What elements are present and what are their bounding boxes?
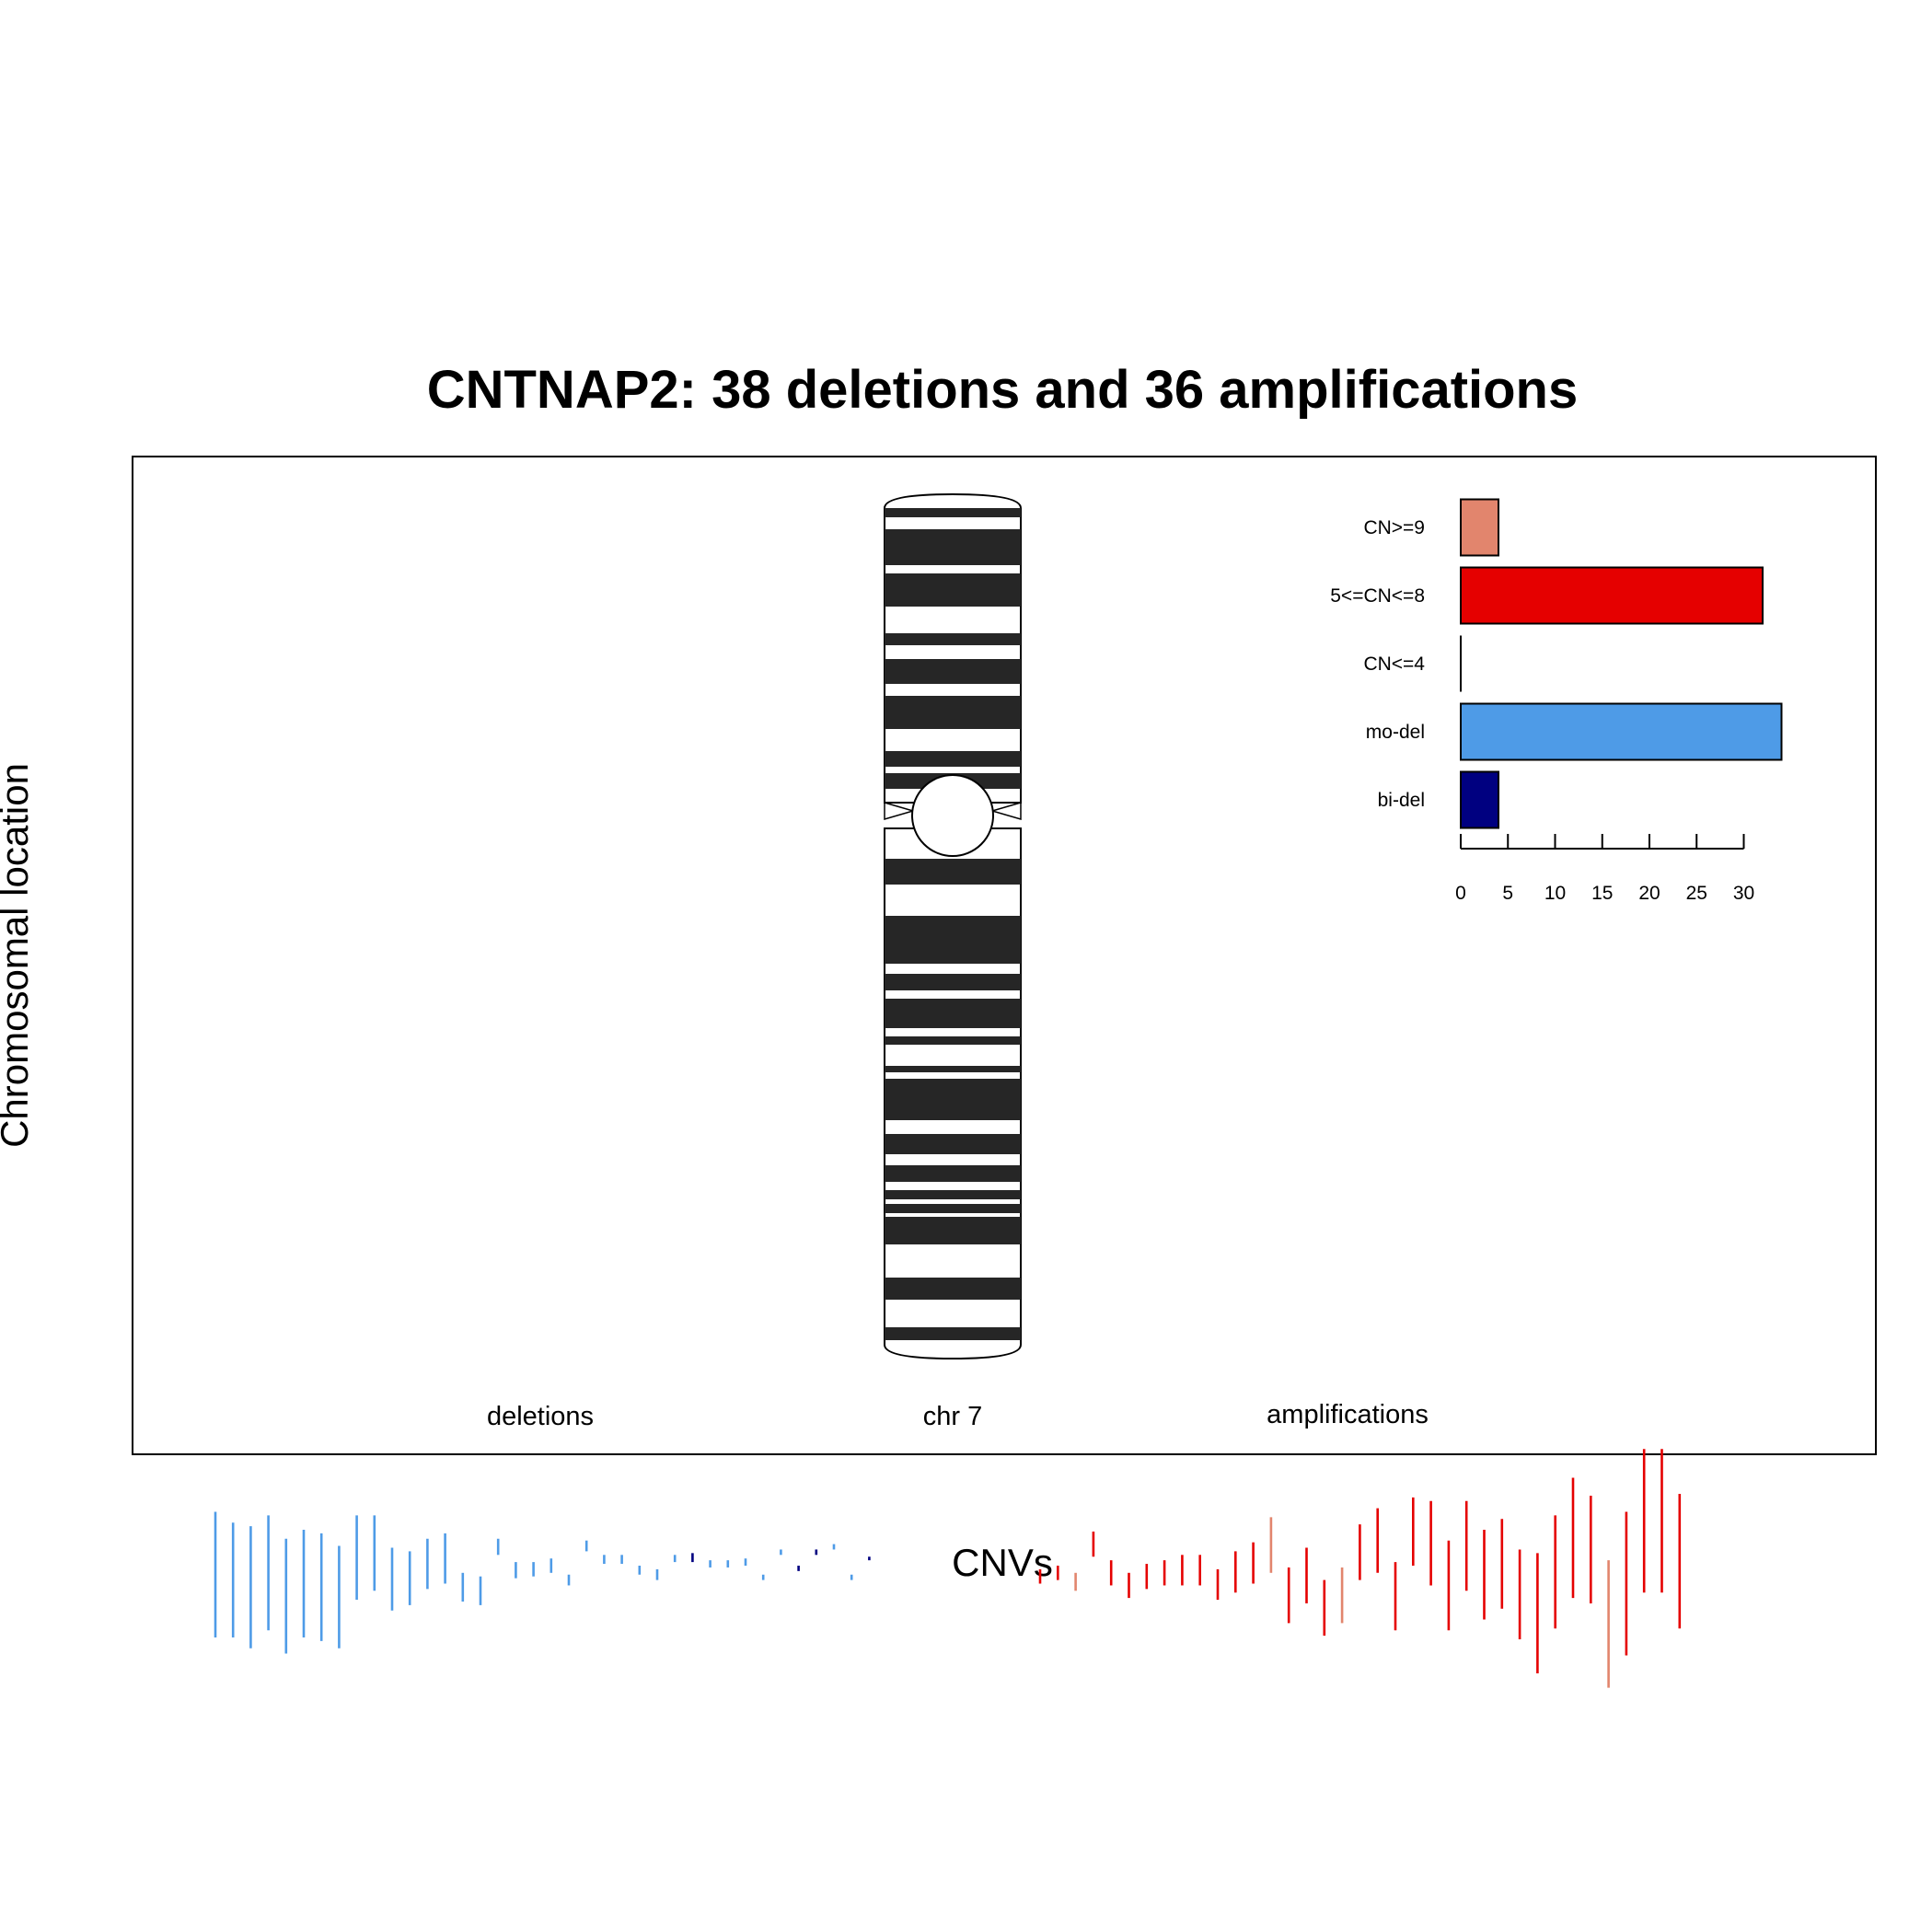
summary-category-labels: CN>=9 5<=CN<=8 CN<=4 mo-del bi-del xyxy=(1330,517,1425,811)
summary-category-label: CN<=4 xyxy=(1363,654,1425,675)
chart-title: CNTNAP2: 38 deletions and 36 amplificati… xyxy=(427,360,1579,420)
deletions-label: deletions xyxy=(487,1402,594,1431)
summary-bar xyxy=(1460,566,1764,625)
y-axis-label: Chromosomal location xyxy=(0,763,36,1148)
q-arm-bands xyxy=(885,859,1021,1340)
plot-frame xyxy=(132,456,1877,1455)
summary-category-label: mo-del xyxy=(1366,722,1425,743)
summary-tick-label: 15 xyxy=(1591,883,1613,904)
summary-tick-label: 5 xyxy=(1502,883,1513,904)
deletion-segments xyxy=(214,1511,871,1654)
summary-category-label: 5<=CN<=8 xyxy=(1330,585,1425,607)
summary-tick-label: 25 xyxy=(1686,883,1707,904)
cnv-summary-barchart: CN>=9 5<=CN<=8 CN<=4 mo-del bi-del 0 5 10 15 20 2… xyxy=(1330,498,1783,904)
summary-bar xyxy=(1460,498,1499,557)
chromosome-ideogram xyxy=(884,492,1022,1360)
summary-category-label: bi-del xyxy=(1378,790,1425,811)
summary-bar xyxy=(1460,770,1499,829)
summary-tick-label: 10 xyxy=(1544,883,1566,904)
summary-bars xyxy=(1460,498,1783,829)
summary-bar xyxy=(1460,702,1783,761)
p-arm-bands xyxy=(885,508,1021,789)
chromosome-label: chr 7 xyxy=(923,1402,982,1431)
amplification-segments xyxy=(1038,1449,1682,1688)
amplifications-label: amplifications xyxy=(1267,1400,1429,1429)
x-axis-label: CNVs xyxy=(952,1541,1053,1584)
summary-tick-label: 30 xyxy=(1733,883,1754,904)
summary-tick-label: 20 xyxy=(1638,883,1660,904)
summary-category-label: CN>=9 xyxy=(1363,517,1425,538)
centromere xyxy=(911,774,994,857)
summary-x-ticks: 0 5 10 15 20 25 30 xyxy=(1455,834,1754,904)
summary-tick-label: 0 xyxy=(1455,883,1466,904)
